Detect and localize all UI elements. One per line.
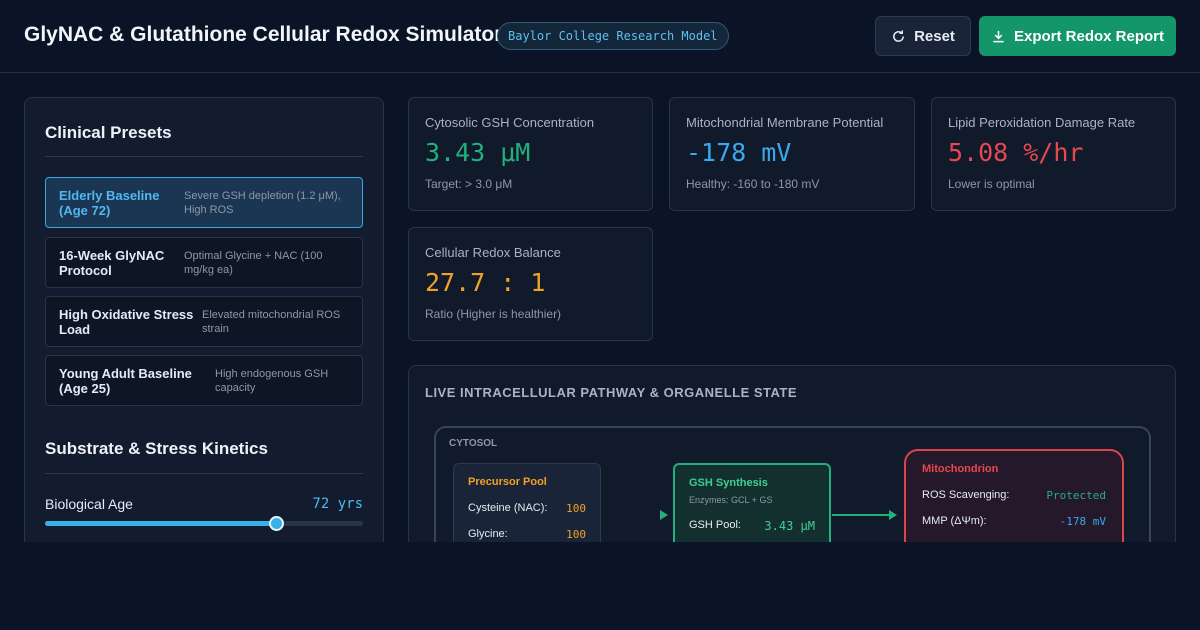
preset-name: Elderly Baseline (Age 72) [59,187,160,218]
main: Clinical Presets Elderly Baseline (Age 7… [0,73,1200,542]
compartment-label: CYTOSOL [449,438,498,449]
row: MMP (ΔΨm): -178 mV [922,515,1106,528]
presets-title: Clinical Presets [45,123,172,142]
metric-card: Mitochondrial Membrane Potential -178 mV H… [669,97,915,211]
row: Glycine: 100 [468,528,586,541]
preset-desc: High endogenous GSH capacity [215,367,329,394]
export-icon [993,30,1004,42]
slider-thumb[interactable] [269,516,284,531]
row: ROS Scavenging: Protected [922,489,1106,502]
metric-label: Mitochondrial Membrane Potential [686,115,884,130]
reset-button[interactable]: Reset [875,16,971,56]
metric-value: 5.08 %/hr [948,138,1084,167]
metric-note: Target: > 3.0 μM [425,177,513,191]
preset-desc: Optimal Glycine + NAC (100 mg/kg ea) [184,249,323,276]
row: GSH Pool: 3.43 μM [689,519,815,533]
preset[interactable]: Elderly Baseline (Age 72) Severe GSH depl… [45,177,363,228]
metric-note: Ratio (Higher is healthier) [425,307,562,321]
pathway-title: LIVE INTRACELLULAR PATHWAY & ORGANELLE S… [425,385,798,400]
row-value: 3.43 μM [764,519,815,533]
box-title: GSH Synthesis [689,477,768,489]
metric-note: Healthy: -160 to -180 mV [686,177,820,191]
slider-track[interactable] [45,516,363,531]
box-title: Precursor Pool [468,476,547,488]
sidebar: Clinical Presets Elderly Baseline (Age 7… [24,97,384,542]
row-value: Protected [1046,489,1106,502]
row-label: Cysteine (NAC): [468,502,548,514]
metric-card: Cellular Redox Balance 27.7 : 1 Ratio (Hig… [408,227,653,341]
synthesis-box: GSH Synthesis Enzymes: GCL + GS GSH Pool… [673,463,831,542]
metric-card: Lipid Peroxidation Damage Rate 5.08 %/hr L… [931,97,1176,211]
preset-name: High Oxidative Stress Load [59,306,194,337]
badge: Baylor College Research Model [497,22,729,50]
row: Cysteine (NAC): 100 [468,502,586,515]
preset[interactable]: High Oxidative Stress Load Elevated mitoc… [45,296,363,347]
divider [45,156,363,157]
preset[interactable]: Young Adult Baseline (Age 25) High endoge… [45,355,363,406]
preset-desc: Elevated mitochondrial ROS strain [202,308,341,335]
row-label: ROS Scavenging: [922,489,1010,501]
row-label: Glycine: [468,528,508,540]
reset-icon [893,29,904,42]
pathway-panel: LIVE INTRACELLULAR PATHWAY & ORGANELLE S… [408,365,1176,542]
row-value: -178 mV [1059,515,1106,528]
slider-label: Biological Age [45,496,133,512]
slider-fill [45,521,277,526]
reset-label: Reset [914,27,955,45]
preset-name: Young Adult Baseline (Age 25) [59,365,192,396]
slider-value: 72 yrs [312,496,363,512]
metric-note: Lower is optimal [948,177,1035,191]
preset[interactable]: 16-Week GlyNAC Protocol Optimal Glycine +… [45,237,363,288]
metric-label: Cytosolic GSH Concentration [425,115,595,130]
row-label: MMP (ΔΨm): [922,515,987,527]
box-title: Mitochondrion [922,463,999,475]
metric-value: -178 mV [686,138,792,167]
precursor-box: Precursor Pool Cysteine (NAC): 100 Glycin… [453,463,601,542]
cytosol: CYTOSOL [434,426,1151,542]
header: GlyNAC & Glutathione Cellular Redox Simu… [0,0,1200,73]
box-subtitle: Enzymes: GCL + GS [689,495,773,505]
row-label: GSH Pool: [689,519,741,531]
preset-name: 16-Week GlyNAC Protocol [59,247,165,278]
metric-label: Cellular Redox Balance [425,245,561,260]
row-value: 100 [566,502,586,515]
export-button[interactable]: Export Redox Report [979,16,1176,56]
row-value: 100 [566,528,586,541]
preset-desc: Severe GSH depletion (1.2 μM), High ROS [184,189,341,216]
metric-card: Cytosolic GSH Concentration 3.43 μM Target… [408,97,653,211]
arrows [660,510,897,520]
export-label: Export Redox Report [1013,27,1164,45]
mito-box: Mitochondrion ROS Scavenging: Protected M… [904,449,1124,542]
app-title: GlyNAC & Glutathione Cellular Redox Simu… [24,23,503,46]
kinetics-title: Substrate & Stress Kinetics [45,439,268,458]
metric-label: Lipid Peroxidation Damage Rate [948,115,1136,130]
metric-value: 3.43 μM [425,138,531,167]
divider [45,473,363,474]
metric-value: 27.7 : 1 [425,268,546,297]
